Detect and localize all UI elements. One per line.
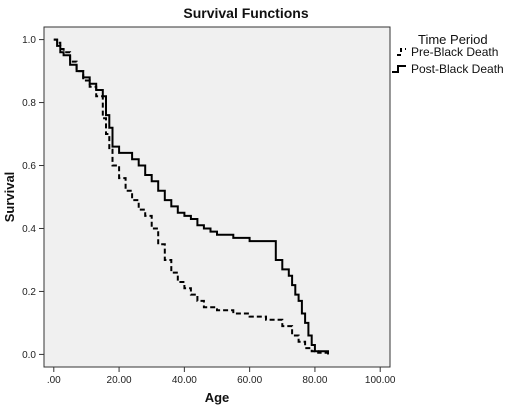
y-tick-label: 0.4 xyxy=(22,224,36,235)
legend-swatch-post xyxy=(392,65,406,73)
series-line-pre-black-death xyxy=(53,38,329,355)
x-tick-label: 100.00 xyxy=(365,375,396,386)
x-axis: .00 20.00 40.00 60.00 80.00 100.00 xyxy=(47,367,396,386)
chart-title: Survival Functions xyxy=(183,5,308,21)
legend-label-pre: Pre-Black Death xyxy=(411,45,498,59)
y-tick-label: 0.2 xyxy=(22,287,36,298)
y-tick-label: 0.6 xyxy=(22,161,36,172)
y-tick-label: 0.8 xyxy=(22,98,36,109)
x-tick-label: 80.00 xyxy=(302,375,327,386)
y-tick-label: 0.0 xyxy=(22,350,36,361)
y-axis: 0.0 0.2 0.4 0.6 0.8 1.0 xyxy=(22,35,44,361)
y-tick-label: 1.0 xyxy=(22,35,36,46)
x-tick-label: 20.00 xyxy=(107,375,132,386)
series-line-post-black-death xyxy=(53,38,329,355)
legend: Time Period Pre-Black Death Post-Black D… xyxy=(392,32,504,76)
legend-label-post: Post-Black Death xyxy=(411,62,504,76)
x-axis-title: Age xyxy=(205,390,230,405)
legend-swatch-pre xyxy=(397,48,406,56)
series-layer xyxy=(53,38,329,355)
y-axis-title: Survival xyxy=(2,172,17,223)
x-tick-label: .00 xyxy=(47,375,61,386)
legend-title: Time Period xyxy=(418,32,488,47)
plot-area xyxy=(43,26,391,368)
x-tick-label: 60.00 xyxy=(237,375,262,386)
x-tick-label: 40.00 xyxy=(172,375,197,386)
